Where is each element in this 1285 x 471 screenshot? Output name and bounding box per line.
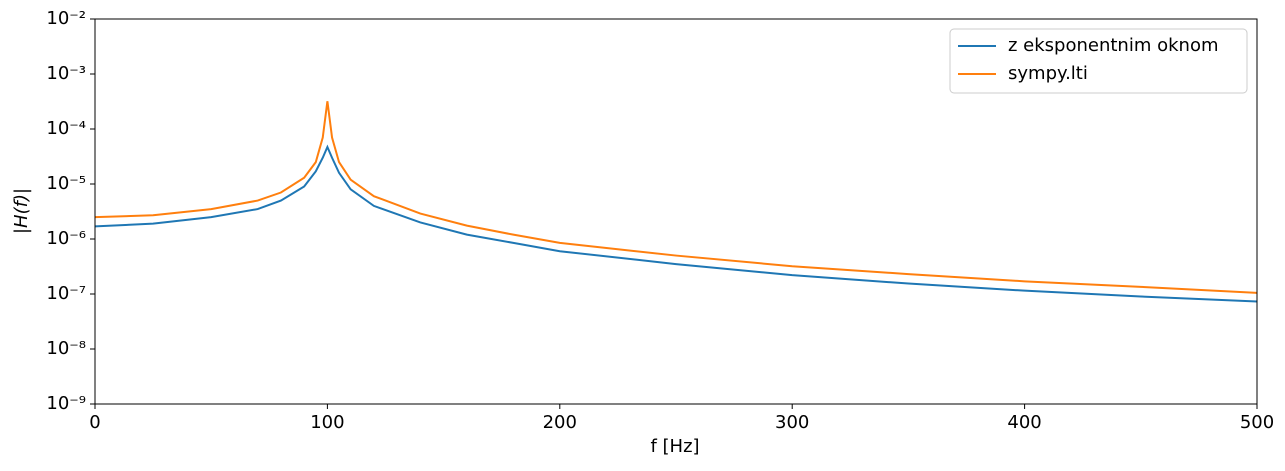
- x-axis-label: f [Hz]: [650, 436, 699, 457]
- y-tick-label: 10⁻⁸: [46, 338, 86, 359]
- plot-frame: [94, 18, 1258, 405]
- y-tick-label: 10⁻⁴: [46, 118, 86, 139]
- legend-box: [949, 28, 1248, 94]
- line: [95, 144, 1257, 303]
- x-tick-label: 300: [775, 412, 809, 433]
- y-axis-label: |H(f)|: [11, 188, 32, 234]
- x-tick-label: 200: [543, 412, 577, 433]
- x-tick-label: 400: [1007, 412, 1041, 433]
- x-tick-label: 100: [310, 412, 344, 433]
- legend-label: z eksponentnim oknom: [1008, 35, 1219, 56]
- x-tick-label: 500: [1240, 412, 1274, 433]
- line: [95, 101, 1257, 294]
- y-tick-label: 10⁻⁷: [46, 283, 86, 304]
- y-tick-label: 10⁻³: [46, 63, 86, 84]
- x-tick-label: 0: [89, 412, 100, 433]
- y-tick-label: 10⁻⁹: [46, 393, 86, 414]
- legend-label: sympy.lti: [1008, 63, 1088, 84]
- y-tick-label: 10⁻⁵: [46, 173, 86, 194]
- y-tick-label: 10⁻⁶: [46, 228, 86, 249]
- y-tick-label: 10⁻²: [46, 8, 86, 29]
